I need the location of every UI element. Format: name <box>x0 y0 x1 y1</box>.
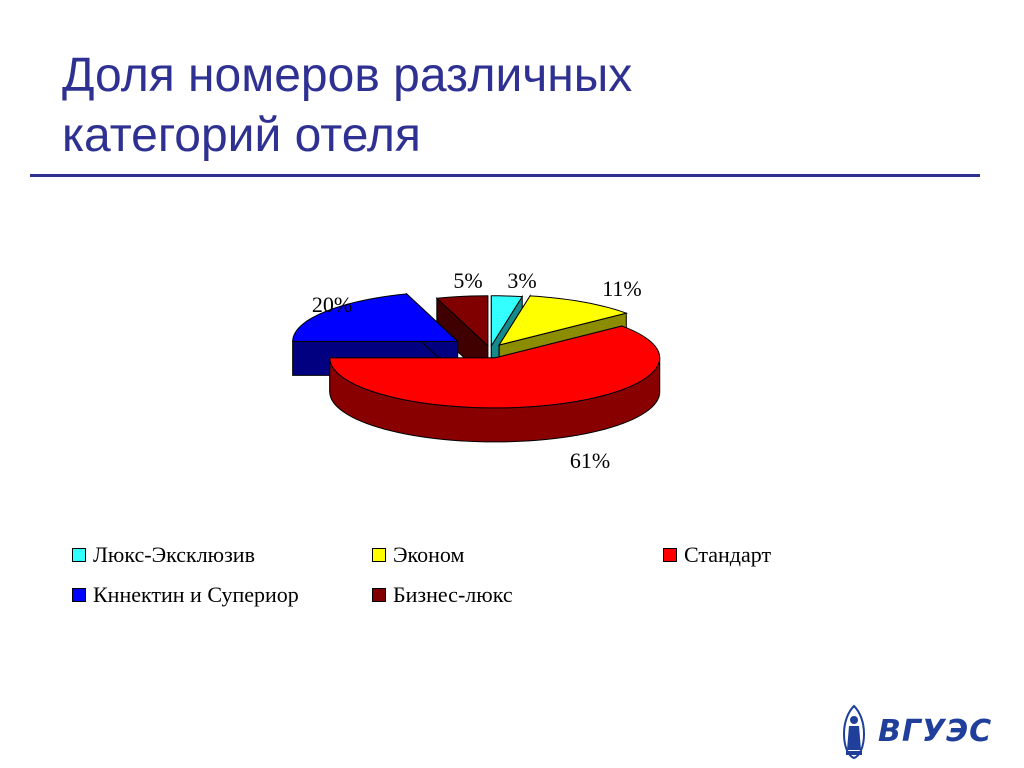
legend-item-standard: Стандарт <box>663 542 771 568</box>
logo-text: ВГУЭС <box>878 714 993 749</box>
legend-label-lux: Люкс-Эксклюзив <box>93 542 255 567</box>
legend-label-standard: Стандарт <box>684 542 772 567</box>
data-label-lux: 3% <box>507 268 536 293</box>
legend-label-business-lux: Бизнес-люкс <box>393 582 513 607</box>
pie-slice-connecting-superior-top <box>292 293 459 342</box>
data-label-business-lux: 5% <box>453 268 482 293</box>
statue-emblem-icon <box>842 704 866 760</box>
legend-swatch-standard <box>663 548 677 562</box>
legend-swatch-econom <box>372 548 386 562</box>
legend-item-econom: Эконом <box>372 542 464 568</box>
legend-item-business-lux: Бизнес-люкс <box>372 582 513 608</box>
data-label-econom: 11% <box>602 276 642 301</box>
legend-label-connecting-superior: Кннектин и Супериор <box>93 582 299 607</box>
pie-slice-econom-top <box>498 295 629 346</box>
slide-title: Доля номеров различных категорий отеля <box>62 46 942 166</box>
data-label-connecting-superior: 20% <box>312 292 352 317</box>
legend-label-econom: Эконом <box>393 542 465 567</box>
vgues-logo: ВГУЭС <box>838 700 998 762</box>
title-line-2: категорий отеля <box>62 109 421 162</box>
pie-slices <box>292 292 661 443</box>
legend-swatch-lux <box>72 548 86 562</box>
legend-item-lux: Люкс-Эксклюзив <box>72 542 255 568</box>
pie-slice-lux-top <box>490 295 524 348</box>
pie-slice-business-lux-top <box>435 295 489 347</box>
chart-legend: Люкс-Эксклюзив Эконом Стандарт Кннектин … <box>72 538 872 618</box>
pie-slice-standard-top <box>329 325 661 409</box>
legend-item-connecting-superior: Кннектин и Супериор <box>72 582 299 608</box>
legend-swatch-business-lux <box>372 588 386 602</box>
title-line-1: Доля номеров различных <box>62 49 633 102</box>
data-label-standard: 61% <box>570 448 610 473</box>
legend-swatch-connecting-superior <box>72 588 86 602</box>
pie-slice-standard <box>329 325 661 443</box>
pie-data-labels: 3% 11% 61% 20% 5% <box>312 268 642 473</box>
title-divider <box>30 174 980 177</box>
